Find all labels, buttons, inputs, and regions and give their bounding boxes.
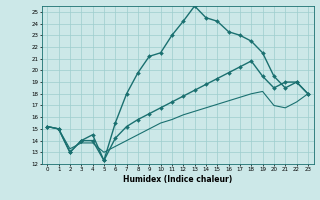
X-axis label: Humidex (Indice chaleur): Humidex (Indice chaleur) <box>123 175 232 184</box>
